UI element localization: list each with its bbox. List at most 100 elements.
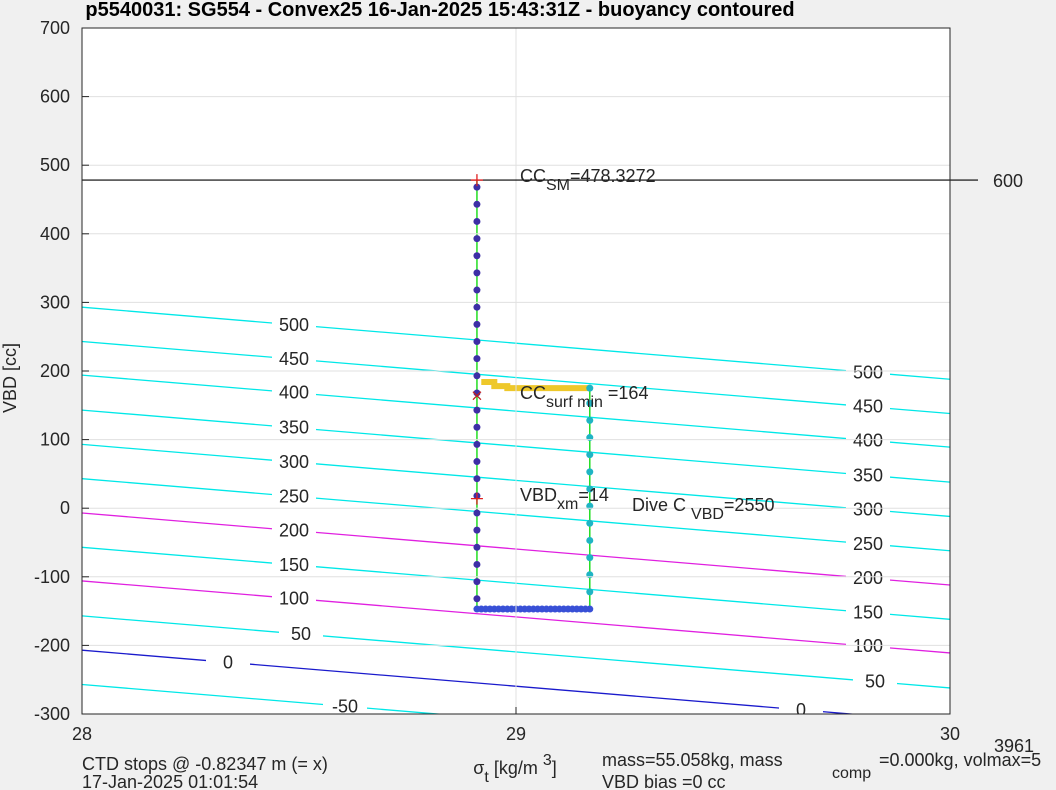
x-axis-label: σt [kg/m 3]	[473, 752, 557, 786]
contour-label: -50	[332, 696, 358, 716]
data-point	[586, 519, 594, 527]
text-part: =14	[578, 485, 609, 505]
marker	[470, 174, 483, 187]
contour-label: 250	[279, 486, 309, 506]
text-part: =478.3272	[570, 166, 656, 186]
x-tick-label: 30	[940, 724, 960, 744]
text-part: comp	[832, 765, 871, 782]
data-point	[473, 543, 481, 551]
contour-label: 300	[853, 500, 883, 520]
data-point	[473, 458, 481, 466]
contour-label: 200	[279, 521, 309, 541]
annotation: VBD bias =0 cc	[602, 772, 726, 790]
y-tick-label: -200	[34, 635, 70, 655]
text-part: ]	[552, 758, 557, 778]
data-point	[473, 235, 481, 243]
y-tick-label: 100	[40, 430, 70, 450]
text-part: VBD	[691, 506, 724, 523]
data-point	[473, 183, 481, 191]
y-tick-label: 500	[40, 155, 70, 175]
data-point	[473, 303, 481, 311]
chart-title: p5540031: SG554 - Convex25 16-Jan-2025 1…	[85, 0, 794, 21]
contour-label: 450	[279, 349, 309, 369]
data-point	[586, 468, 594, 476]
contour-label: 150	[279, 555, 309, 575]
data-point	[473, 440, 481, 448]
data-point	[473, 578, 481, 586]
text-part: SM	[546, 177, 570, 194]
marker	[470, 492, 483, 505]
text-part: 600	[993, 171, 1023, 191]
contour-label-bg	[846, 363, 890, 382]
x-tick-label: 28	[72, 724, 92, 744]
data-point	[473, 475, 481, 483]
contour-label: 400	[853, 430, 883, 450]
contour-label-bg	[272, 350, 316, 369]
contour-label: 150	[853, 603, 883, 623]
contour-label: 200	[853, 568, 883, 588]
contour-label: 250	[853, 534, 883, 554]
data-point	[586, 605, 594, 613]
text-part: =0.000kg, volmax=5	[879, 750, 1041, 770]
data-point	[473, 286, 481, 294]
text-part: =2550	[724, 495, 775, 515]
contour-label: 100	[279, 589, 309, 609]
y-axis-label: VBD [cc]	[0, 343, 20, 413]
data-point	[473, 269, 481, 277]
data-point	[473, 372, 481, 380]
data-point	[473, 423, 481, 431]
data-point	[586, 485, 594, 493]
contour-label-bg	[272, 383, 316, 402]
contour-label: 0	[223, 652, 233, 672]
annotation: mass=55.058kg, mass	[602, 750, 783, 770]
annotation: 17-Jan-2025 01:01:54	[82, 772, 258, 790]
text-part: CC	[520, 383, 546, 403]
text-part: 3961	[994, 736, 1034, 756]
contour-label-bg	[323, 697, 367, 714]
axes-box	[81, 27, 951, 715]
contour-label-bg	[846, 397, 890, 416]
y-tick-label: 0	[60, 498, 70, 518]
contour-label-bg	[272, 487, 316, 506]
data-point	[473, 200, 481, 208]
data-point	[473, 320, 481, 328]
annotation: Dive C VBD=2550	[632, 495, 774, 523]
data-point	[473, 252, 481, 260]
text-part: surf min	[546, 394, 603, 411]
y-tick-label: 700	[40, 18, 70, 38]
data-point	[473, 595, 481, 603]
contour-label-bg	[272, 589, 316, 608]
surface-line	[481, 378, 590, 392]
contour-label-bg	[272, 452, 316, 471]
annotation: CTD stops @ -0.82347 m (= x)	[82, 754, 328, 774]
data-point	[473, 509, 481, 517]
data-point	[473, 217, 481, 225]
text-part: VBD	[520, 485, 557, 505]
contour-label: 500	[853, 362, 883, 382]
contour-label-bg	[846, 637, 890, 656]
contour-label: 100	[853, 636, 883, 656]
contour-label-bg	[272, 418, 316, 437]
contour-label-bg	[272, 555, 316, 574]
contour-label: 400	[279, 383, 309, 403]
contour-label-bg	[272, 315, 316, 334]
text-part: xm	[557, 496, 578, 513]
text-part: mass=55.058kg, mass	[602, 750, 783, 770]
data-point	[473, 406, 481, 414]
y-tick-label: 300	[40, 292, 70, 312]
annotation: CCSM=478.3272	[520, 166, 656, 194]
y-tick-label: 400	[40, 224, 70, 244]
data-point	[586, 399, 594, 407]
text-part: =164	[603, 383, 649, 403]
data-point	[473, 560, 481, 568]
contour-label: 500	[279, 315, 309, 335]
contour-label-bg	[846, 500, 890, 519]
contour-label-bg	[846, 569, 890, 588]
contour-label: 50	[291, 624, 311, 644]
contour-label: 450	[853, 397, 883, 417]
data-point	[586, 536, 594, 544]
data-point	[586, 416, 594, 424]
data-point	[586, 451, 594, 459]
